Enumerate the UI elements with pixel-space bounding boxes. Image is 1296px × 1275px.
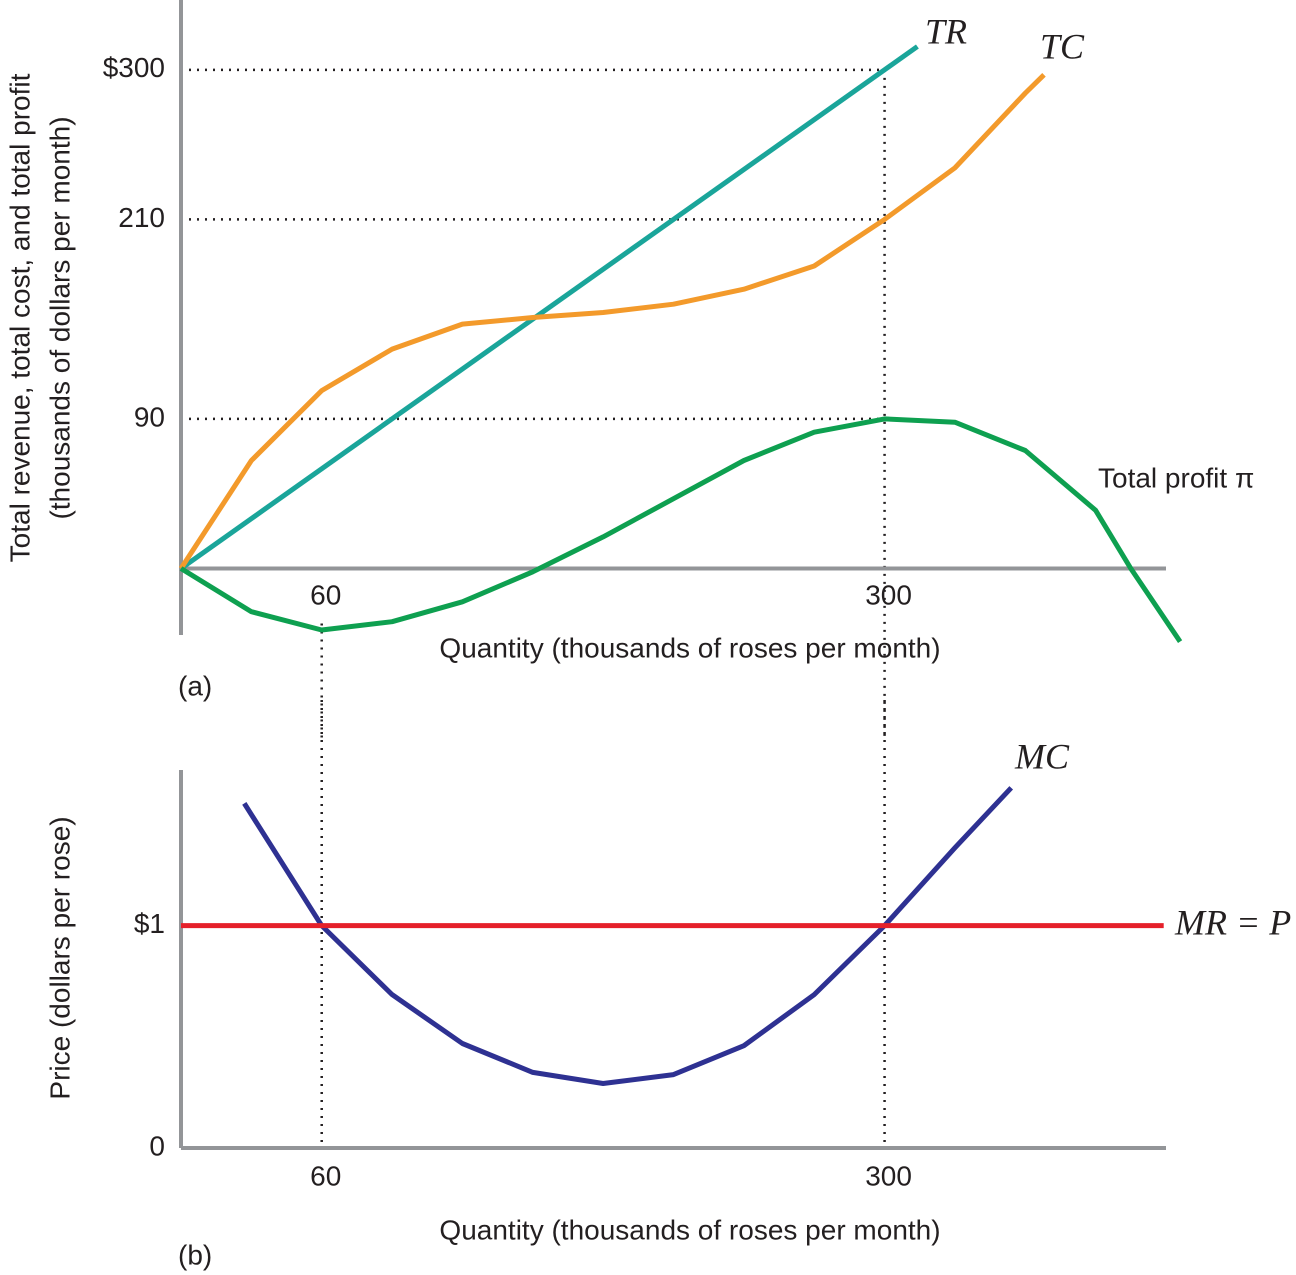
series-line	[179, 416, 1183, 643]
y-tick-label: 210	[118, 202, 165, 233]
series-label: TR	[925, 11, 967, 51]
y-axis-label: Total revenue, total cost, and total pro…	[4, 73, 35, 562]
x-axis-label: Quantity (thousands of roses per month)	[439, 1214, 940, 1245]
panel-label: (a)	[178, 670, 212, 701]
y-axis-label: Price (dollars per rose)	[44, 816, 75, 1099]
y-axis-label: (thousands of dollars per month)	[44, 116, 75, 519]
series-line	[178, 73, 1046, 570]
y-tick-label: $1	[134, 908, 165, 939]
y-tick-label: $300	[103, 52, 165, 83]
series-label: MC	[1014, 736, 1070, 776]
series-line	[242, 786, 1014, 1086]
panel-label: (b)	[178, 1239, 212, 1270]
series-label: TC	[1040, 26, 1085, 66]
y-tick-label: 0	[149, 1130, 165, 1161]
series-label: MR = P	[1174, 902, 1291, 942]
x-tick-label: 60	[310, 579, 341, 610]
series-label: Total profit π	[1098, 462, 1254, 493]
series-line	[179, 44, 919, 571]
x-tick-label: 300	[865, 579, 912, 610]
x-axis-label: Quantity (thousands of roses per month)	[439, 632, 940, 663]
x-tick-label: 60	[310, 1160, 341, 1191]
y-tick-label: 90	[134, 401, 165, 432]
x-tick-label: 300	[865, 1160, 912, 1191]
